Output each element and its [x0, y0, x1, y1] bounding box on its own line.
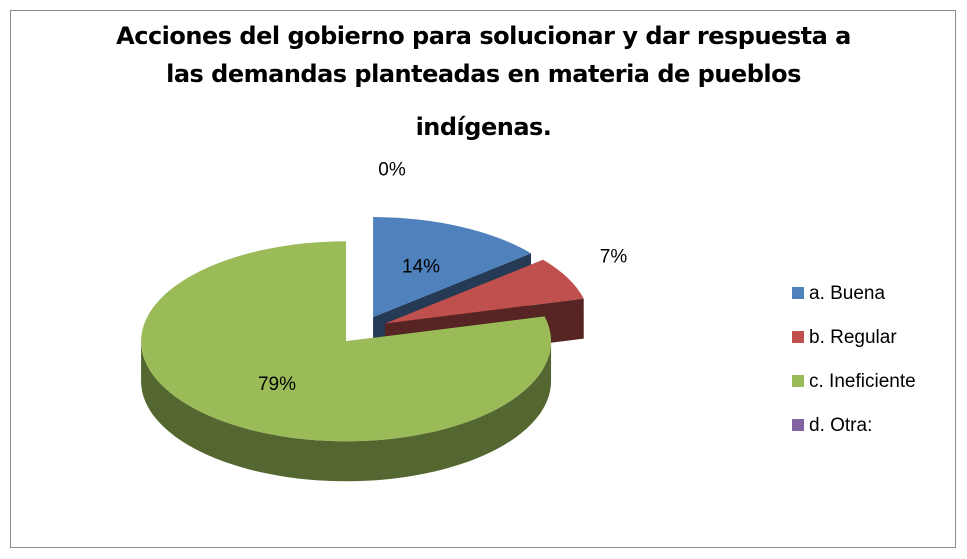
- legend-label: c. Ineficiente: [809, 371, 916, 392]
- chart-title: indígenas.: [415, 113, 552, 141]
- legend-label: b. Regular: [809, 327, 897, 348]
- legend-label: d. Otra:: [809, 415, 872, 436]
- legend-swatch: [792, 375, 804, 387]
- data-label: 14%: [402, 256, 440, 277]
- chart-title: las demandas planteadas en materia de pu…: [166, 60, 801, 88]
- data-label: 79%: [258, 374, 296, 395]
- slice-side: [141, 341, 552, 482]
- data-label: 0%: [378, 160, 406, 181]
- slice: [141, 241, 552, 442]
- legend-swatch: [792, 419, 804, 431]
- data-label: 7%: [600, 247, 628, 268]
- chart-title: Acciones del gobierno para solucionar y …: [116, 22, 851, 50]
- slice: [373, 217, 532, 318]
- legend-swatch: [792, 331, 804, 343]
- legend-swatch: [792, 287, 804, 299]
- chart-frame: [10, 10, 956, 548]
- slice: [385, 259, 584, 324]
- legend-label: a. Buena: [809, 283, 885, 304]
